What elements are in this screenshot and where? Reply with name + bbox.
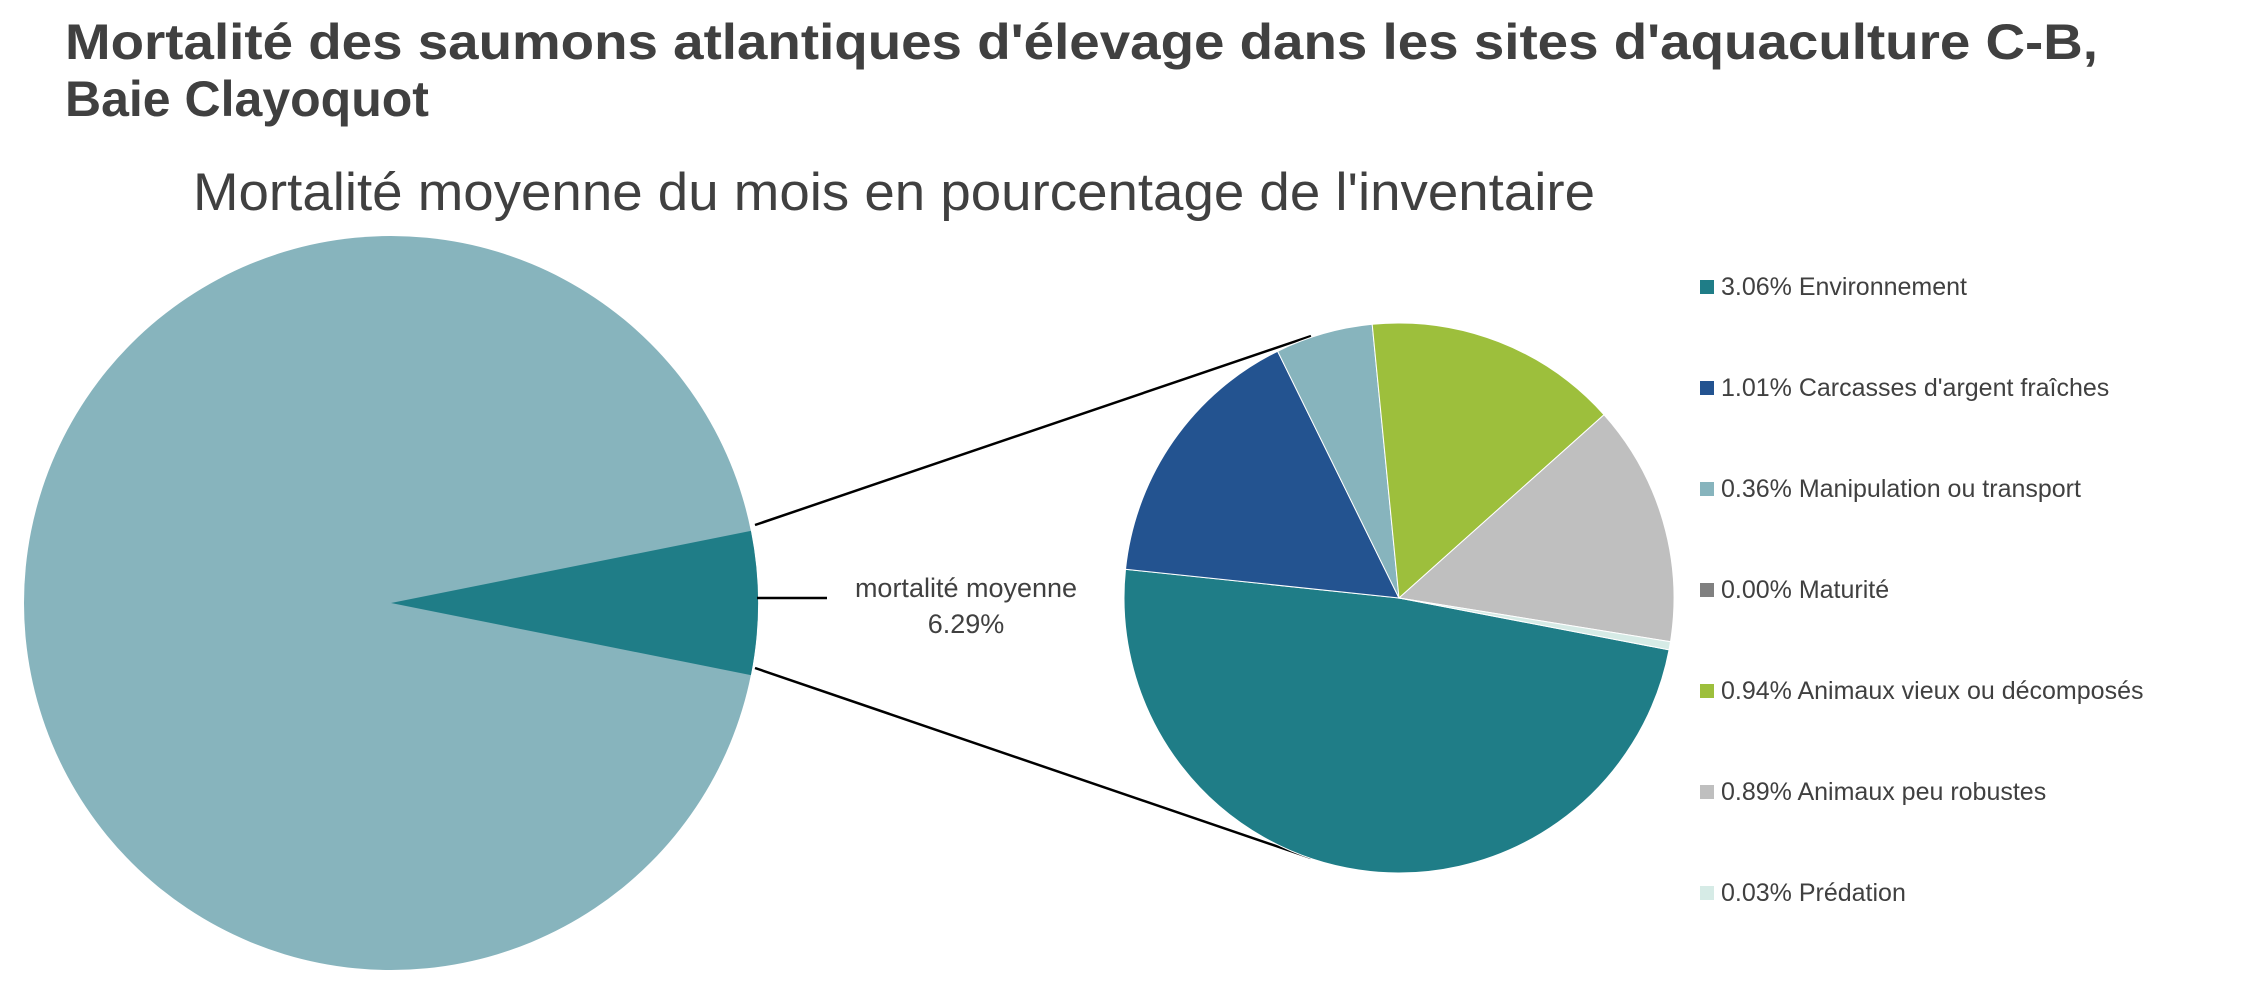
- legend-swatch-icon: [1700, 381, 1714, 395]
- legend-item-manipulation-ou-transport[interactable]: 0.36% Manipulation ou transport: [1700, 475, 2081, 503]
- legend-label: 0.00% Maturité: [1721, 576, 1889, 604]
- legend-swatch-icon: [1700, 785, 1714, 799]
- connector-line-bottom: [754, 666, 1312, 860]
- legend-label: 1.01% Carcasses d'argent fraîches: [1721, 374, 2109, 402]
- legend-item-carcasses-d-argent-fraiches[interactable]: 1.01% Carcasses d'argent fraîches: [1700, 374, 2109, 402]
- secondary-pie: [1123, 322, 1675, 874]
- connector-line-top: [754, 334, 1312, 527]
- main-pie: [24, 236, 759, 970]
- legend-label: 0.94% Animaux vieux ou décomposés: [1721, 677, 2143, 705]
- legend: 3.06% Environnement 1.01% Carcasses d'arg…: [1700, 273, 2143, 907]
- mortality-label-value: 6.29%: [928, 609, 1005, 639]
- legend-label: 0.03% Prédation: [1721, 879, 1906, 907]
- secondary-pie-slice-predation[interactable]: [1398, 597, 1672, 651]
- legend-swatch-icon: [1700, 583, 1714, 597]
- legend-label: 3.06% Environnement: [1721, 273, 1967, 301]
- legend-item-animaux-peu-robustes[interactable]: 0.89% Animaux peu robustes: [1700, 778, 2046, 806]
- chart-subtitle: Mortalité moyenne du mois en pourcentage…: [193, 163, 1595, 222]
- chart-title-line1: Mortalité des saumons atlantiques d'élev…: [65, 14, 2098, 70]
- legend-item-environnement[interactable]: 3.06% Environnement: [1700, 273, 1967, 301]
- legend-item-maturite[interactable]: 0.00% Maturité: [1700, 576, 1889, 604]
- main-pie-slice-mortality[interactable]: [391, 530, 759, 676]
- secondary-pie-slice-animaux-vieux-ou-decomposes[interactable]: [1371, 322, 1605, 600]
- legend-item-predation[interactable]: 0.03% Prédation: [1700, 879, 1906, 907]
- legend-label: 0.36% Manipulation ou transport: [1721, 475, 2081, 503]
- legend-item-animaux-vieux-ou-decomposes[interactable]: 0.94% Animaux vieux ou décomposés: [1700, 677, 2143, 705]
- legend-swatch-icon: [1700, 886, 1714, 900]
- mortality-label-name: mortalité moyenne: [855, 573, 1077, 603]
- legend-swatch-icon: [1700, 684, 1714, 698]
- secondary-pie-slice-environnement[interactable]: [1123, 568, 1670, 874]
- chart-title-line2: Baie Clayoquot: [65, 71, 429, 127]
- secondary-pie-slice-carcasses-d-argent-fraiches[interactable]: [1124, 350, 1400, 599]
- secondary-pie-slice-animaux-peu-robustes[interactable]: [1397, 414, 1675, 643]
- legend-label: 0.89% Animaux peu robustes: [1721, 778, 2046, 806]
- legend-swatch-icon: [1700, 482, 1714, 496]
- legend-swatch-icon: [1700, 280, 1714, 294]
